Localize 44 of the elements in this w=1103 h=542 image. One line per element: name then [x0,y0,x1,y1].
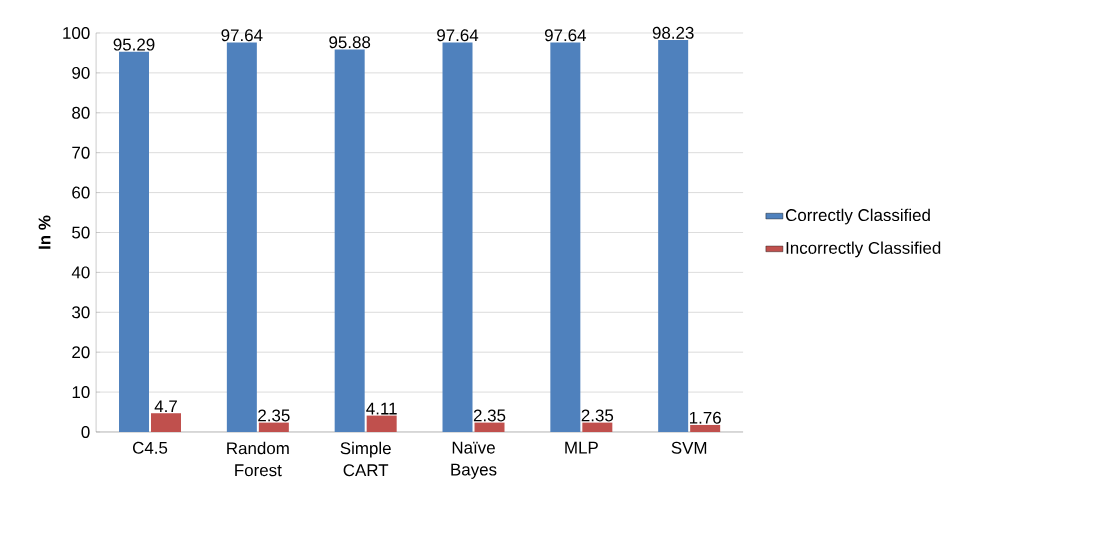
data-label: 95.29 [113,38,155,51]
bar [226,42,257,432]
legend-label: Incorrectly Classified [786,241,941,258]
data-label: 98.23 [652,26,694,39]
x-tick-label: MLP [565,441,598,454]
data-label: 95.88 [329,36,371,49]
bar [658,40,689,432]
bar [550,42,581,432]
y-tick-label: 0 [81,425,90,438]
y-tick-label: 20 [72,346,90,359]
y-tick-label: 30 [72,306,90,319]
data-label: 97.64 [437,29,479,42]
x-tick-label: C4.5 [132,441,168,454]
y-tick-label: 70 [72,146,90,159]
x-tick-label: SVM [671,441,707,454]
y-tick-label: 50 [72,226,90,239]
bar [582,422,613,432]
data-label: 2.35 [473,409,506,422]
x-tick-label: Simple CART [340,441,391,477]
data-label: 4.7 [154,400,177,413]
y-tick-label: 90 [72,66,90,79]
bar [119,51,150,432]
bar [442,42,473,432]
legend-label: Correctly Classified [785,208,930,225]
bar [334,49,365,432]
data-label: 97.64 [221,29,263,42]
data-label: 2.35 [581,409,614,422]
x-tick-label: Naïve Bayes [451,441,497,479]
x-tick-label: Random Forest [227,441,289,477]
y-axis-title: In % [38,215,51,249]
bar [690,424,721,432]
data-label: 2.35 [258,409,290,422]
y-tick-label: 10 [72,386,90,399]
bar [474,422,505,432]
y-tick-label: 60 [72,186,90,199]
bar [151,413,182,432]
data-label: 4.11 [366,402,397,415]
bar [366,415,397,432]
data-label: 1.76 [689,411,721,424]
data-label: 97.64 [544,29,587,42]
bar [258,422,289,432]
y-tick-label: 80 [72,106,90,119]
y-tick-label: 40 [71,266,90,279]
y-tick-label: 100 [63,26,90,39]
